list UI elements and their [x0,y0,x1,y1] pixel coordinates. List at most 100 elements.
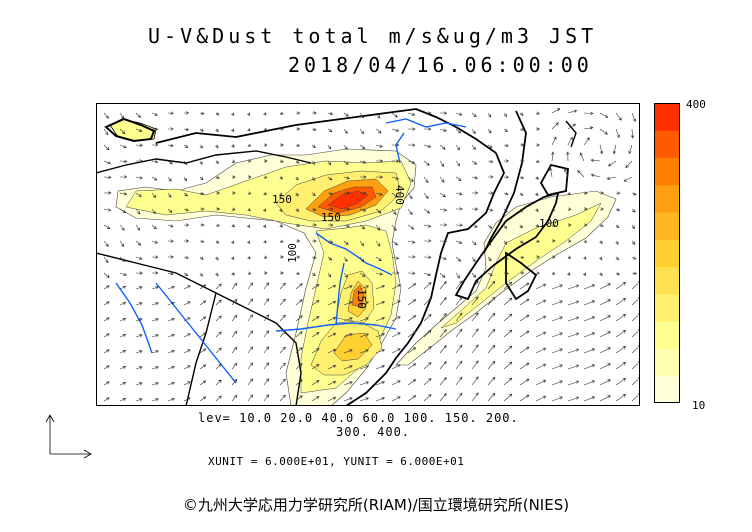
wind-arrow [199,284,207,290]
wind-arrow [295,299,303,306]
wind-arrow [343,381,353,386]
wind-arrow [279,362,286,370]
wind-arrow [423,394,432,402]
wind-arrow [263,127,268,131]
wind-arrow [423,208,431,214]
wind-arrow [567,191,572,195]
wind-arrow [135,176,143,180]
wind-arrow [439,281,447,290]
wind-arrow [343,112,349,117]
contour-label: 150 [272,193,292,206]
wind-arrow [623,176,633,182]
wind-arrow [487,191,494,195]
wind-arrow [471,176,479,180]
wind-arrow [567,348,580,354]
wind-arrow [263,394,270,402]
wind-arrow [343,272,348,278]
wind-arrow [487,360,496,370]
wind-arrow [455,144,461,151]
wind-arrow [599,112,609,118]
levels-line-2: 300. 400. [336,425,411,439]
wind-arrow [167,301,175,306]
wind-arrow [439,313,447,322]
wind-arrow [471,312,479,322]
wind-arrow [599,223,604,227]
wind-arrow [439,329,447,338]
wind-arrow [503,192,509,196]
wind-arrow [359,175,367,179]
wind-arrow [295,239,301,243]
wind-arrow [599,379,611,386]
wind-arrow [103,240,109,247]
wind-arrow [247,143,252,147]
wind-arrow [279,224,284,228]
wind-arrow [103,349,110,354]
wind-arrow [599,347,611,354]
wind-arrow [519,143,525,147]
wind-arrow [599,240,603,244]
wind-arrow [135,128,143,133]
colorbar-cell [654,375,680,403]
wind-arrow [183,255,190,260]
wind-arrow [103,175,112,179]
wind-arrow [471,296,479,306]
wind-arrow [246,112,251,116]
wind-arrow [263,378,270,386]
wind-arrow [103,160,112,165]
wind-arrow [167,317,175,322]
wind-arrow [407,315,417,322]
wind-arrow [583,300,596,306]
dust-level-400 [327,190,369,210]
wind-arrow [343,349,353,354]
wind-arrow [263,143,268,147]
wind-arrow [215,223,221,227]
wind-arrow [599,256,603,261]
wind-arrow [391,256,400,260]
wind-arrow [551,255,556,259]
wind-arrow [151,208,156,215]
wind-arrow [471,392,479,402]
wind-arrow [577,170,585,178]
wind-arrow [375,240,381,247]
wind-arrow [135,112,142,118]
wind-arrow [247,314,254,322]
wind-arrow [119,208,127,214]
wind-arrow [311,332,320,338]
wind-arrow [567,396,580,402]
wind-arrow [295,347,303,354]
wind-arrow [519,314,530,322]
copyright-credit: ©九州大学応用力学研究所(RIAM)/国立環境研究所(NIES) [182,496,570,514]
wind-arrow [231,362,238,370]
wind-arrow [567,123,577,130]
wind-arrow [215,256,219,261]
wind-arrow [375,224,381,231]
wind-arrow [359,365,370,370]
wind-arrow [183,127,190,132]
wind-arrow [167,143,174,148]
wind-arrow [455,296,463,306]
wind-arrow [343,176,350,180]
wind-arrow [263,330,270,338]
wind-arrow [455,360,463,370]
wind-arrow [567,223,572,227]
wind-arrow [231,144,235,148]
wind-arrow [487,328,496,338]
wind-arrow [391,112,398,118]
wind-arrow [551,332,563,338]
wind-arrow [407,176,414,182]
wind-arrow [551,380,563,386]
wind-arrow [519,112,524,116]
wind-arrow [503,224,507,230]
wind-arrow [599,395,611,402]
wind-arrow [631,271,638,275]
wind-arrow [199,223,205,227]
wind-arrow [263,298,270,306]
wind-arrow [215,160,220,164]
wind-arrow [375,128,382,134]
wind-arrow [343,285,353,290]
wind-arrow [359,317,370,322]
wind-arrow [590,173,601,178]
wind-arrow [295,363,303,370]
wind-arrow [375,144,383,148]
wind-arrow [455,344,463,354]
